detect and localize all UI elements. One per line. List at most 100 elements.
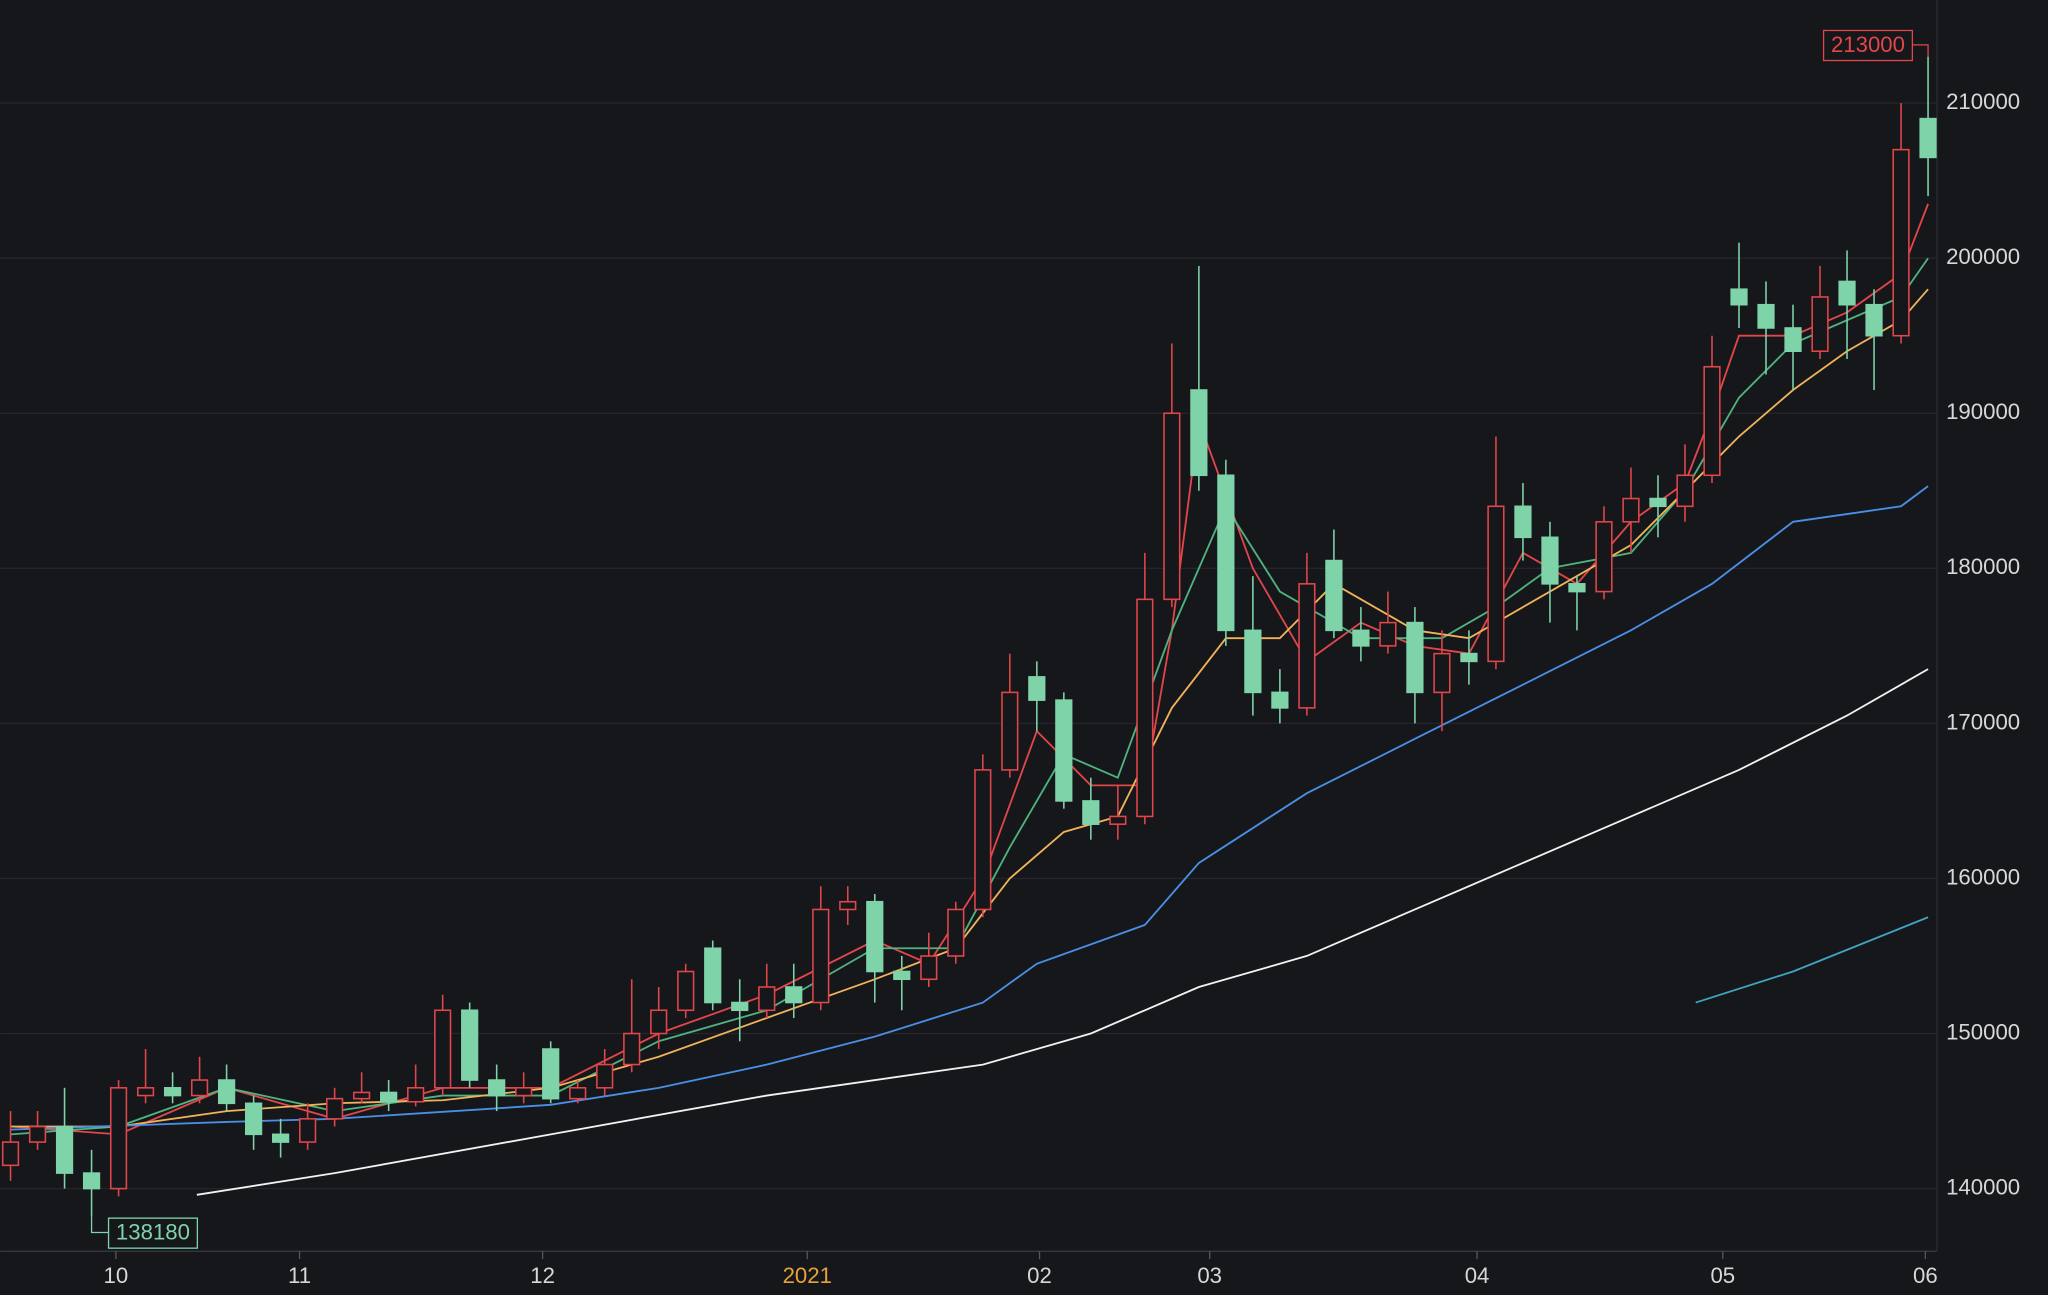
candle-body (55, 1125, 74, 1174)
y-tick-label: 140000 (1946, 1174, 2020, 1199)
candle-body (1487, 505, 1505, 663)
candle-body (28, 1125, 47, 1143)
candle-body (1568, 583, 1586, 593)
candle-body (1217, 474, 1235, 632)
x-tick-label: 10 (104, 1263, 129, 1288)
candle-body (163, 1087, 182, 1097)
candle-body (893, 970, 911, 981)
candle-body (1082, 800, 1100, 825)
y-tick-label: 150000 (1946, 1019, 2020, 1044)
candle-body (1919, 117, 1937, 159)
candle-body (1514, 505, 1532, 539)
candle-body (974, 769, 992, 911)
candle-body (947, 908, 965, 957)
candle-body (1865, 303, 1883, 337)
candle-body (839, 900, 857, 911)
max-label-box (1822, 29, 1914, 62)
candle-body (758, 986, 776, 1012)
min-connector (90, 1216, 109, 1234)
x-tick-label: 02 (1027, 1263, 1052, 1288)
candle-body (650, 1009, 668, 1035)
candle-body (1676, 474, 1694, 508)
max-label: 213000 (1831, 32, 1905, 57)
x-tick-label: 12 (530, 1263, 555, 1288)
candle-body (1595, 521, 1613, 593)
candle-body (1244, 629, 1262, 694)
candle-body (1325, 559, 1343, 632)
candle-body (920, 955, 938, 981)
candle-body (1190, 389, 1208, 477)
candle-body (190, 1079, 209, 1097)
candle-body (1433, 652, 1451, 694)
candle-body (244, 1102, 263, 1136)
y-tick-label: 210000 (1946, 89, 2020, 114)
candle-body (82, 1172, 101, 1190)
candle-body (1055, 699, 1073, 802)
candle-body (1271, 691, 1289, 709)
candle-body (488, 1079, 506, 1097)
candle-body (1028, 676, 1046, 701)
candle-body (217, 1079, 236, 1105)
candle-body (515, 1087, 533, 1097)
y-tick-label: 160000 (1946, 864, 2020, 889)
candle-body (353, 1091, 371, 1100)
y-tick-label: 200000 (1946, 244, 2020, 269)
candle-body (1622, 497, 1640, 523)
moving-average-line (1695, 916, 1929, 1004)
candle-body (1163, 412, 1181, 601)
candle-body (1001, 691, 1019, 771)
candle-body (407, 1087, 425, 1103)
y-tick-label: 170000 (1946, 709, 2020, 734)
candle-body (1757, 303, 1775, 329)
max-connector (1912, 44, 1929, 57)
candle-body (272, 1133, 290, 1143)
x-tick-label: 06 (1913, 1263, 1938, 1288)
candle-body (866, 900, 884, 973)
candle-body (1892, 148, 1910, 337)
moving-average-line (196, 668, 1929, 1196)
candle-body (1352, 629, 1370, 647)
candle-body (380, 1091, 398, 1103)
candle-body (1541, 536, 1559, 585)
candle-body (1811, 296, 1829, 353)
candle-body (1649, 497, 1667, 508)
moving-average-line (10, 288, 1929, 1128)
candle-body (1703, 365, 1721, 477)
candle-body (542, 1048, 560, 1100)
candle-body (1460, 652, 1478, 663)
candle-body (704, 947, 722, 1004)
candle-body (1406, 621, 1424, 694)
candle-body (596, 1063, 614, 1089)
candle-body (1298, 583, 1316, 709)
candle-body (1109, 815, 1127, 825)
candle-body (1136, 598, 1154, 818)
candle-body (731, 1001, 749, 1012)
candle-body (1730, 288, 1748, 306)
candle-body (1784, 327, 1802, 353)
candle-body (136, 1087, 155, 1097)
candle-body (326, 1097, 344, 1120)
candle-body (569, 1087, 587, 1100)
min-label: 138180 (116, 1220, 190, 1245)
candle-body (299, 1118, 317, 1143)
moving-average-line (10, 485, 1929, 1131)
candle-body (1838, 280, 1856, 306)
candle-body (1379, 621, 1397, 647)
candle-body (434, 1009, 452, 1089)
candle-body (461, 1009, 479, 1081)
x-tick-label: 05 (1710, 1263, 1735, 1288)
x-tick-label: 11 (288, 1263, 311, 1288)
candle-body (677, 970, 695, 1012)
candle-body (623, 1032, 641, 1066)
min-label-box (107, 1217, 199, 1249)
candle-body (1, 1141, 20, 1167)
y-tick-label: 180000 (1946, 554, 2020, 579)
candle-body (785, 986, 803, 1004)
candle-body (812, 908, 830, 1004)
y-tick-label: 190000 (1946, 399, 2020, 424)
x-tick-label: 03 (1197, 1263, 1222, 1288)
x-tick-label: 2021 (783, 1263, 832, 1288)
